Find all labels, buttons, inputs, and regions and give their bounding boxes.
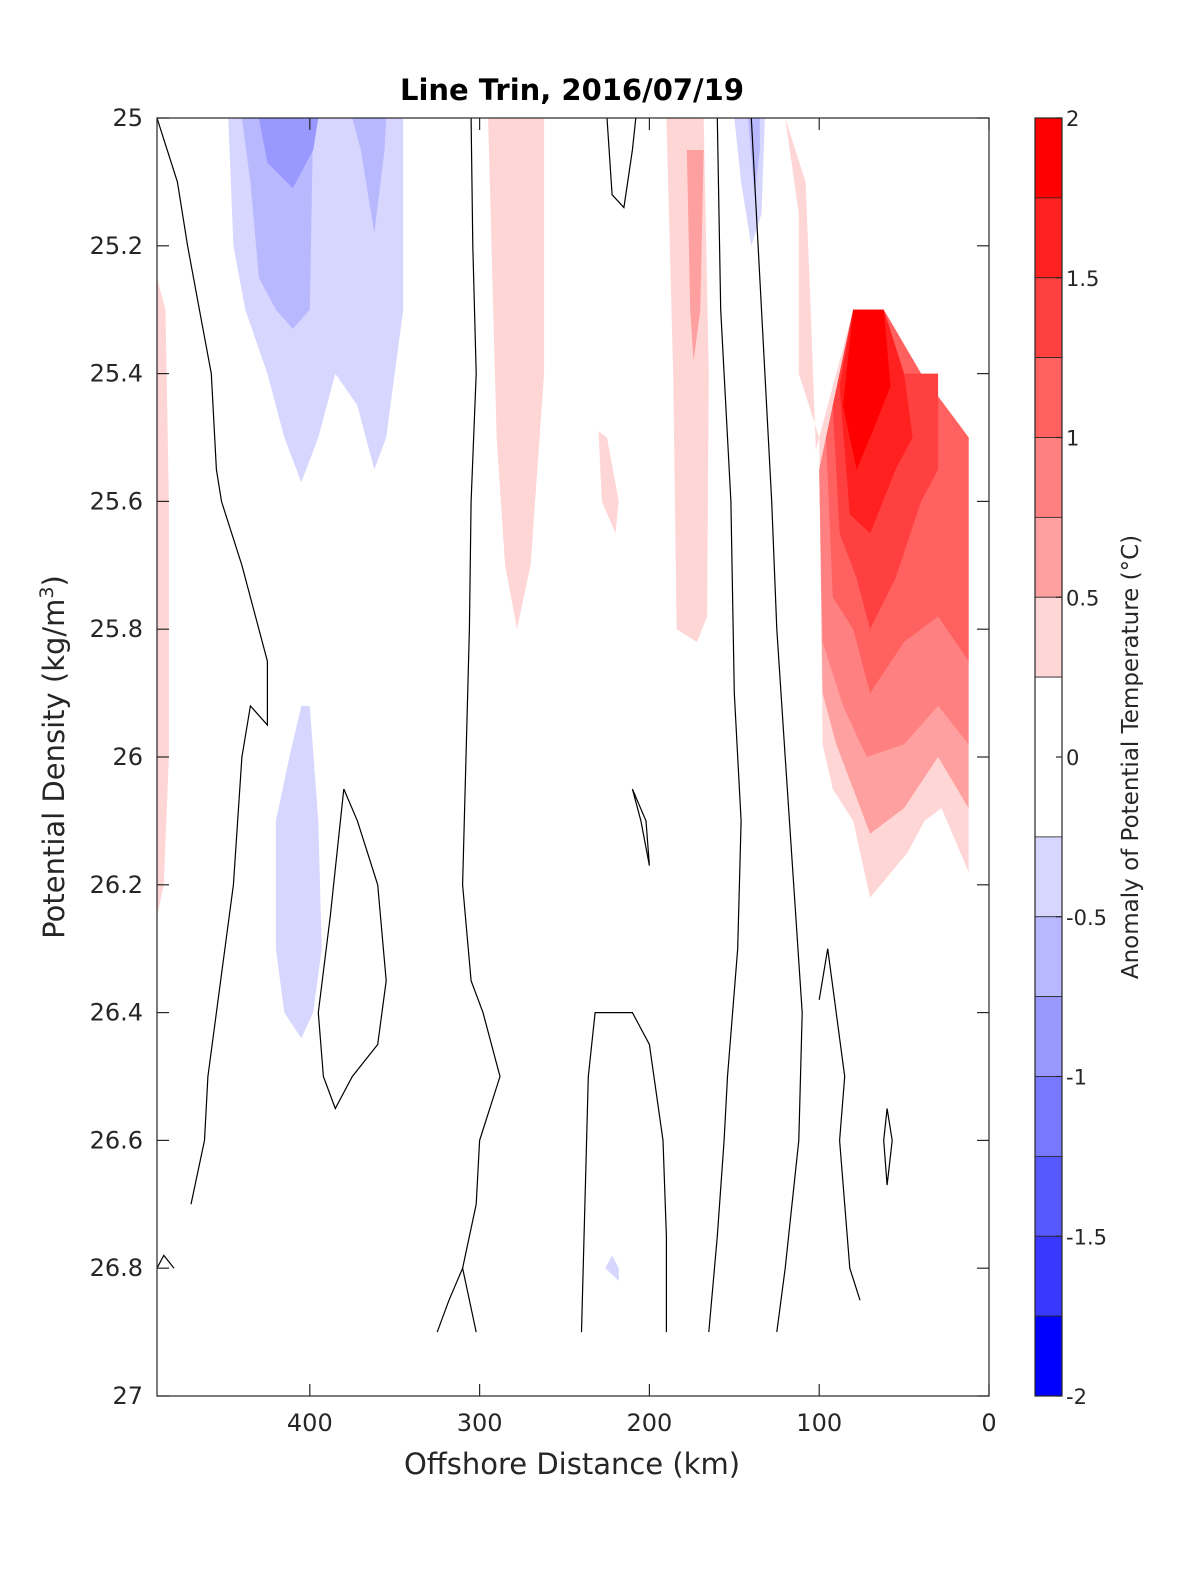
colorbar-band [1034, 437, 1063, 518]
colorbar-band [1034, 277, 1063, 359]
colorbar-band [1034, 596, 1063, 678]
x-tick-label: 0 [981, 1409, 996, 1437]
contour-col-160 [708, 118, 742, 1333]
x-tick-label: 100 [796, 1409, 842, 1437]
y-tick-label: 26.6 [90, 1126, 143, 1154]
colorbar-tick-label: -1 [1066, 1066, 1087, 1090]
y-tick-label: 25.2 [90, 232, 143, 260]
x-tick-label: 400 [287, 1409, 333, 1437]
y-axis-label: Potential Density (kg/m3) [36, 575, 71, 939]
colorbar-band [1034, 1235, 1063, 1317]
contour-col-225 [580, 1011, 668, 1333]
y-tick-label: 27 [112, 1382, 143, 1410]
fill-warm-patch-225 [598, 431, 619, 534]
x-axis: 400 300 200 100 0 [287, 118, 997, 1437]
contour-bottom-left [157, 1254, 175, 1269]
colorbar-band [1034, 117, 1063, 199]
y-tick-label: 25 [112, 104, 143, 132]
y-tick-label: 26.4 [90, 999, 143, 1027]
colorbar-band [1034, 1076, 1063, 1157]
colorbar-tick-label: -1.5 [1066, 1225, 1107, 1249]
colorbar-band [1034, 197, 1063, 279]
colorbar-band [1034, 1155, 1063, 1237]
fill-warm-nearshore-1.75 [843, 309, 891, 470]
y-tick-label: 25.8 [90, 615, 143, 643]
colorbar-tick-label: 0 [1066, 746, 1079, 770]
y-axis-label-sup: 3 [36, 586, 58, 598]
x-tick-label: 300 [457, 1409, 503, 1437]
contour-lines [157, 118, 893, 1333]
colorbar-band [1034, 836, 1063, 918]
fill-cool-upper-mid [352, 118, 387, 233]
chart-title: Line Trin, 2016/07/19 [400, 73, 744, 107]
contour-right-lower [818, 948, 861, 1301]
colorbar-band [1034, 1315, 1063, 1397]
contour-loop-370 [317, 788, 387, 1110]
contour-left-edge [157, 118, 268, 1205]
colorbar-tick-label: 1.5 [1066, 267, 1099, 291]
y-tick-label: 25.6 [90, 487, 143, 515]
contour-small-200 [631, 788, 650, 866]
colorbar-tick-label: -0.5 [1066, 906, 1107, 930]
colorbar-band [1034, 357, 1063, 438]
contour-small-210 [606, 118, 637, 209]
y-axis: 25 25.2 25.4 25.6 25.8 26 26.2 26.4 26.6 26.8 27 [90, 104, 989, 1410]
colorbar-tick-label: 1 [1066, 427, 1079, 451]
x-axis-label: Offshore Distance (km) [404, 1447, 740, 1481]
colorbar-tick-label: 2 [1066, 107, 1079, 131]
filled-contours [157, 118, 969, 1281]
colorbar-label: Anomaly of Potential Temperature (°C) [1118, 535, 1144, 979]
contour-small-60 [883, 1108, 893, 1186]
fill-cool-lower-left [275, 705, 322, 1039]
y-tick-label: 25.4 [90, 360, 143, 388]
fill-cool-upper-left-0.75 [258, 118, 319, 189]
fill-cool-small-patch [605, 1255, 619, 1281]
colorbar-tick-label: -2 [1066, 1385, 1087, 1409]
fill-warm-column-300 [488, 118, 545, 630]
colorbar: 2 1.5 1 0.5 0 -0.5 -1 -1.5 -2 [1034, 107, 1107, 1409]
fill-warm-column-180-core [686, 150, 704, 361]
colorbar-band [1034, 916, 1063, 998]
y-tick-label: 26 [112, 743, 143, 771]
y-axis-label-close: ) [37, 575, 71, 586]
plot-area [156, 117, 990, 1397]
y-tick-label: 26.8 [90, 1254, 143, 1282]
contour-bottom-320 [436, 1266, 477, 1333]
y-axis-label-main: Potential Density (kg/m [37, 599, 71, 939]
x-tick-label: 200 [627, 1409, 673, 1437]
y-tick-label: 26.2 [90, 871, 143, 899]
contour-column-310 [461, 118, 501, 1269]
colorbar-tick-label: 0.5 [1066, 586, 1099, 610]
colorbar-band [1034, 516, 1063, 598]
contour-col-130 [750, 118, 803, 1333]
colorbar-band [1034, 996, 1063, 1077]
